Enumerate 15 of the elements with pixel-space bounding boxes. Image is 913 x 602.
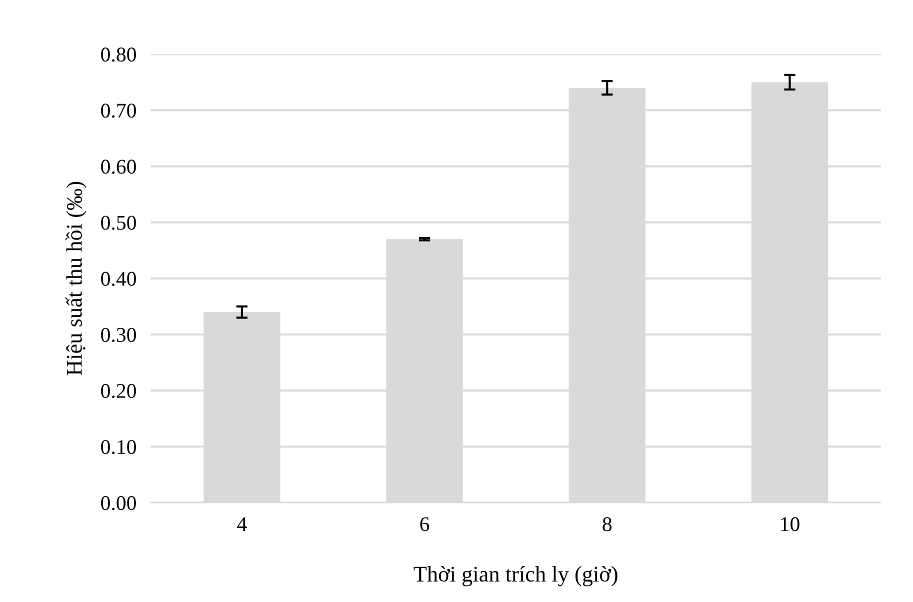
y-tick-label: 0.00 bbox=[101, 496, 136, 510]
y-tick-label: 0.50 bbox=[101, 216, 136, 230]
x-axis-title: Thời gian trích ly (giờ) bbox=[414, 566, 618, 586]
y-axis-title: Hiệu suất thu hồi (‰) bbox=[66, 182, 86, 376]
x-tick-label: 4 bbox=[237, 517, 247, 532]
y-tick-label: 0.70 bbox=[101, 104, 136, 118]
x-tick-label: 8 bbox=[602, 517, 612, 532]
y-tick-label: 0.10 bbox=[101, 440, 136, 454]
y-tick-label: 0.20 bbox=[101, 384, 136, 398]
x-tick-label: 10 bbox=[781, 517, 800, 532]
y-tick-label: 0.80 bbox=[101, 48, 136, 62]
y-tick-label: 0.40 bbox=[101, 272, 136, 286]
x-tick-label: 6 bbox=[420, 517, 430, 532]
y-tick-label: 0.60 bbox=[101, 160, 136, 174]
y-tick-label: 0.30 bbox=[101, 328, 136, 342]
